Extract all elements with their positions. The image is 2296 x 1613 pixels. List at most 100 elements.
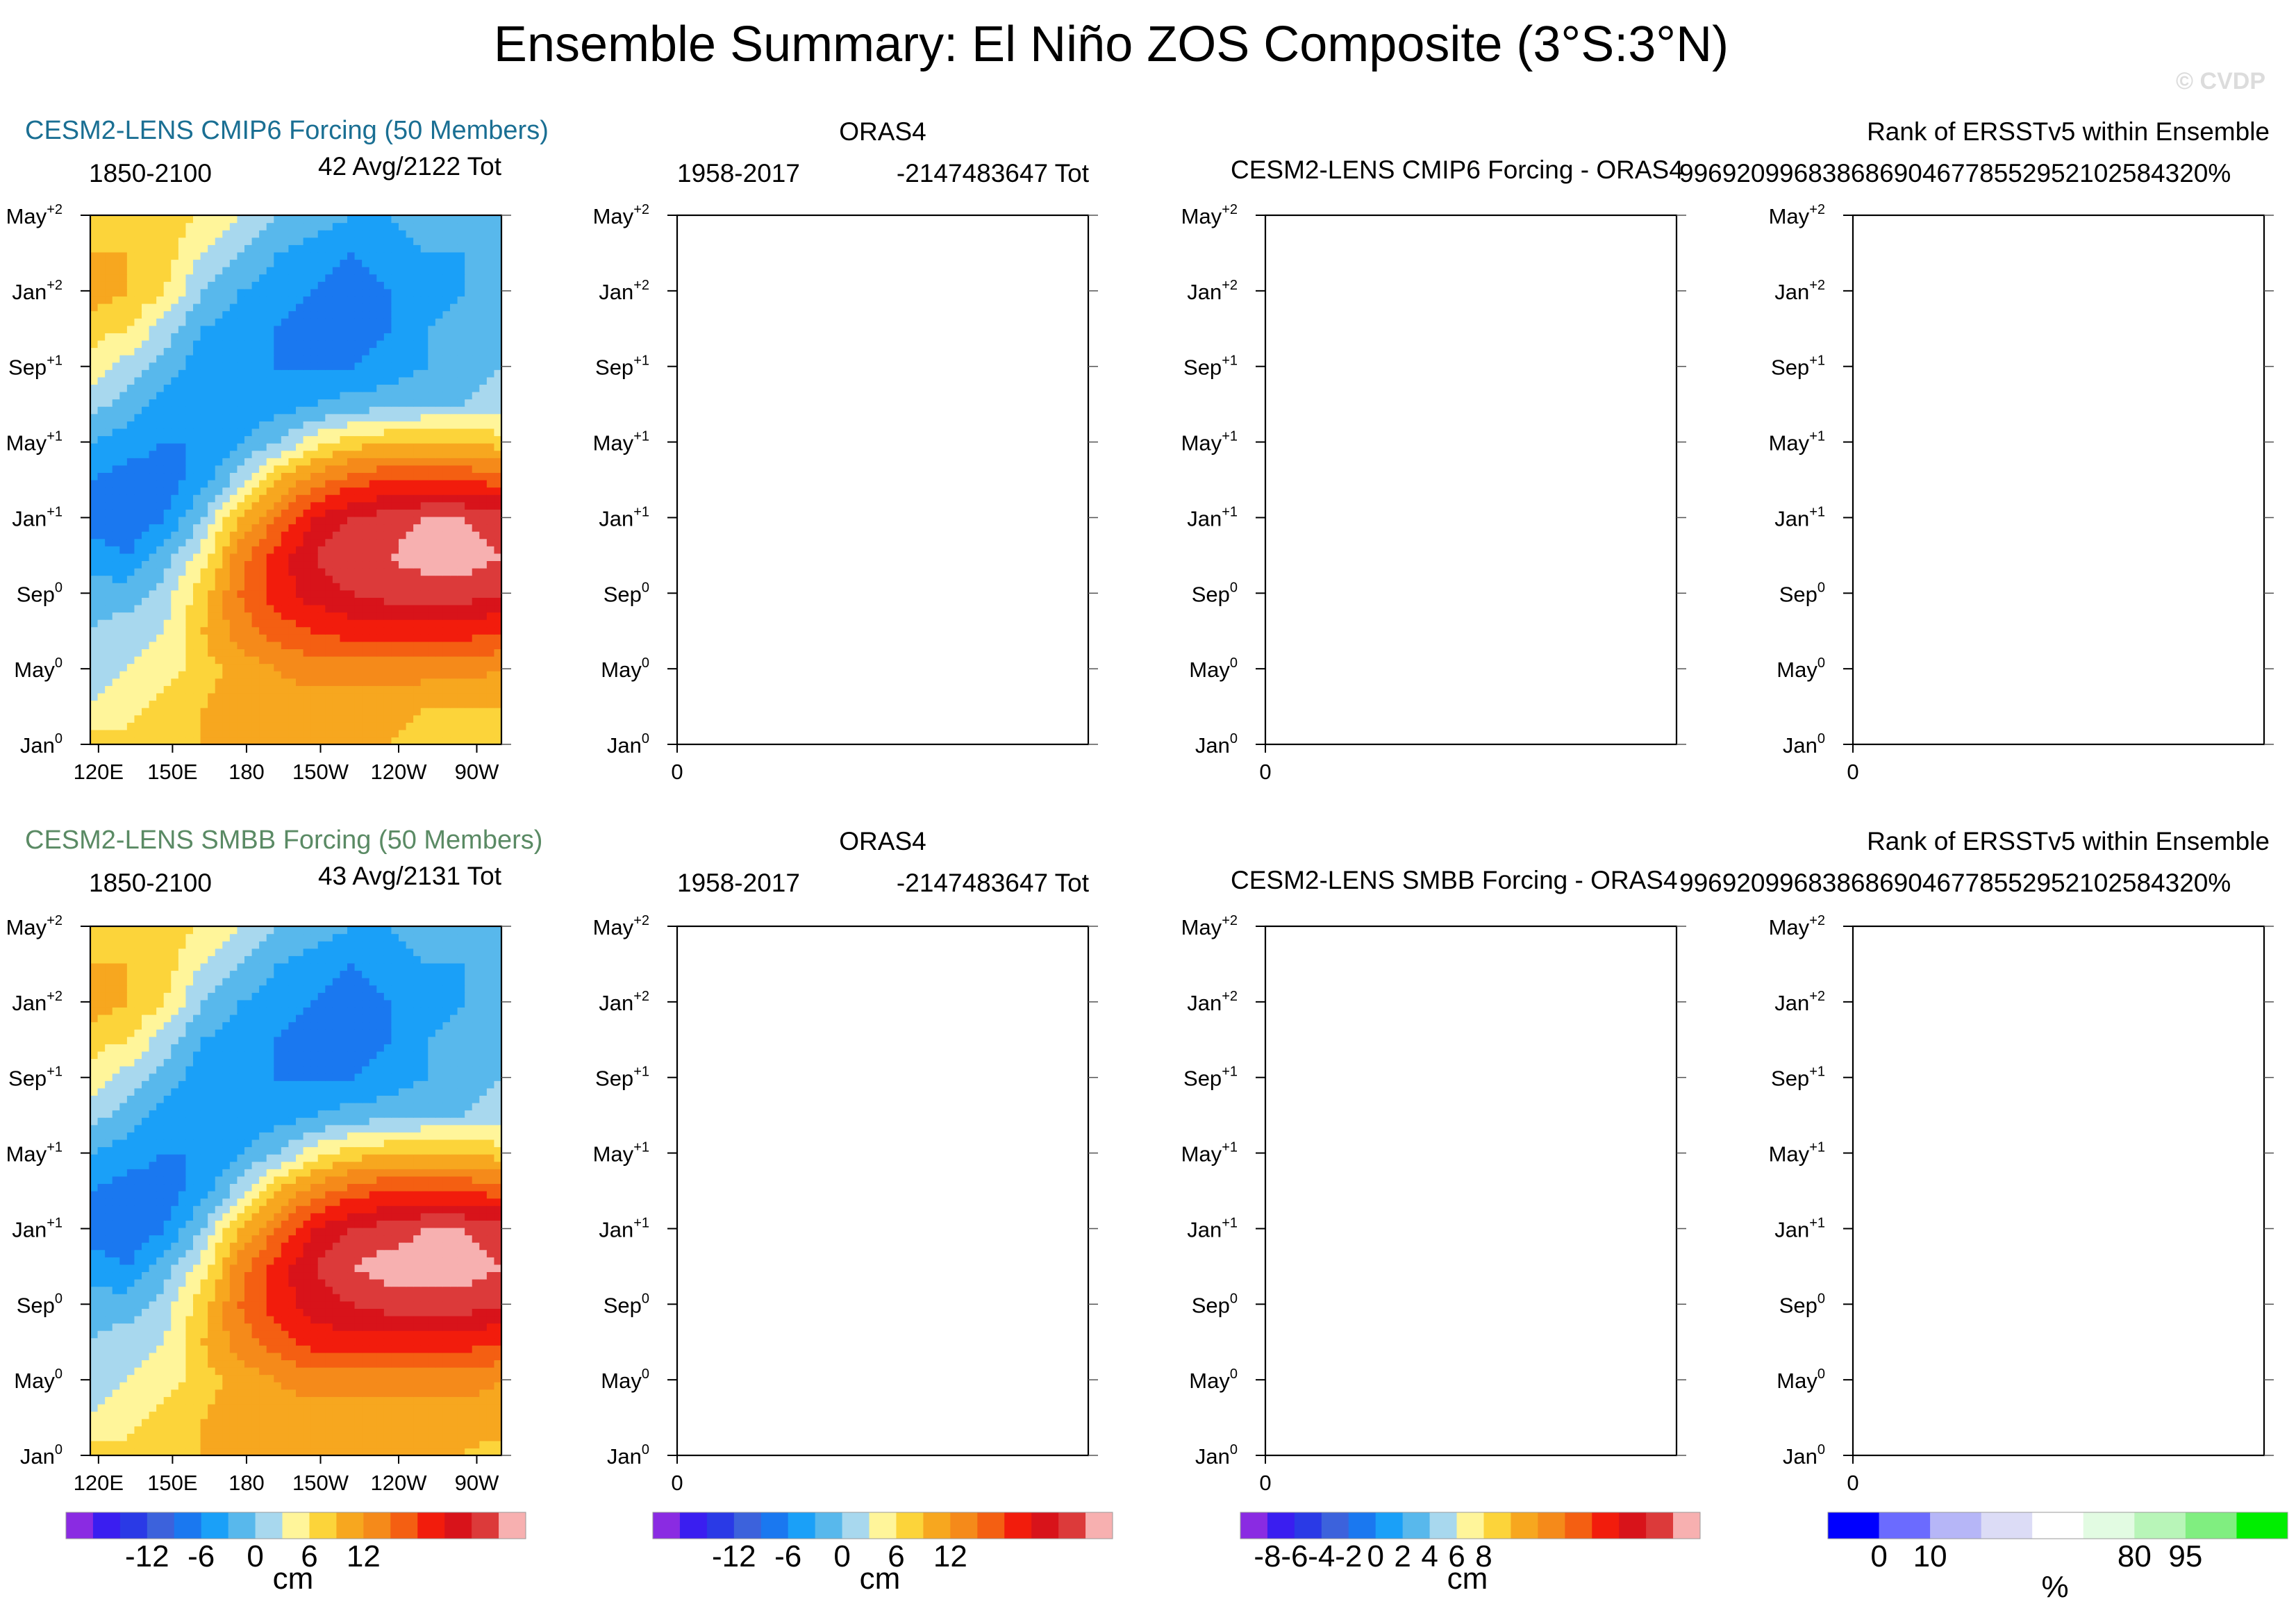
heatmap-cell bbox=[288, 230, 297, 238]
heatmap-cell bbox=[310, 362, 319, 370]
heatmap-cell bbox=[465, 663, 473, 671]
heatmap-cell bbox=[281, 612, 290, 620]
heatmap-cell bbox=[142, 1426, 150, 1434]
heatmap-cell bbox=[274, 472, 282, 480]
heatmap-cell bbox=[465, 604, 473, 613]
heatmap-cell bbox=[156, 553, 165, 562]
heatmap-cell bbox=[472, 1411, 480, 1419]
heatmap-cell bbox=[369, 1433, 377, 1441]
heatmap-cell bbox=[399, 714, 407, 723]
heatmap-cell bbox=[288, 1419, 297, 1427]
heatmap-cell bbox=[413, 1389, 422, 1397]
heatmap-cell bbox=[178, 347, 187, 356]
heatmap-cell bbox=[208, 318, 216, 326]
heatmap-cell bbox=[435, 494, 444, 503]
heatmap-cell bbox=[406, 347, 414, 356]
heatmap-cell bbox=[420, 575, 429, 583]
heatmap-cell bbox=[126, 376, 135, 385]
heatmap-cell bbox=[134, 1419, 142, 1427]
heatmap-cell bbox=[259, 259, 267, 267]
y-tick-label: May+2 bbox=[1769, 202, 1825, 228]
heatmap-cell bbox=[303, 458, 311, 466]
heatmap-cell bbox=[112, 303, 120, 312]
heatmap-cell bbox=[428, 333, 436, 341]
heatmap-cell bbox=[479, 1448, 488, 1456]
heatmap-cell bbox=[251, 1382, 260, 1390]
heatmap-cell bbox=[494, 259, 502, 267]
heatmap-cell bbox=[274, 384, 282, 392]
heatmap-cell bbox=[465, 230, 473, 238]
heatmap-cell bbox=[457, 1360, 465, 1368]
heatmap-cell bbox=[457, 708, 465, 716]
heatmap-cell bbox=[472, 590, 480, 598]
heatmap-cell bbox=[369, 649, 377, 657]
heatmap-cell bbox=[97, 634, 106, 642]
heatmap-cell bbox=[97, 362, 106, 370]
heatmap-cell bbox=[420, 671, 429, 679]
heatmap-cell bbox=[281, 729, 290, 738]
heatmap-cell bbox=[156, 1345, 165, 1353]
heatmap-cell bbox=[97, 222, 106, 231]
heatmap-cell bbox=[420, 392, 429, 400]
heatmap-cell bbox=[90, 531, 99, 540]
heatmap-cell bbox=[215, 685, 223, 694]
heatmap-cell bbox=[347, 1426, 356, 1434]
heatmap-cell bbox=[156, 1448, 165, 1456]
heatmap-cell bbox=[178, 376, 187, 385]
heatmap-cell bbox=[156, 1389, 165, 1397]
heatmap-cell bbox=[310, 604, 319, 613]
heatmap-cell bbox=[376, 722, 385, 730]
heatmap-cell bbox=[420, 399, 429, 407]
heatmap-cell bbox=[215, 465, 223, 474]
heatmap-cell bbox=[208, 347, 216, 356]
heatmap-cell bbox=[472, 634, 480, 642]
heatmap-cell bbox=[340, 274, 348, 282]
heatmap-cell bbox=[310, 1352, 319, 1361]
heatmap-cell bbox=[178, 619, 187, 628]
heatmap-cell bbox=[244, 531, 253, 540]
heatmap-cell bbox=[105, 575, 113, 583]
heatmap-cell bbox=[383, 340, 392, 349]
heatmap-cell bbox=[237, 399, 245, 407]
heatmap-cell bbox=[428, 318, 436, 326]
heatmap-cell bbox=[479, 318, 488, 326]
heatmap-cell bbox=[149, 399, 157, 407]
heatmap-cell bbox=[134, 729, 142, 738]
heatmap-cell bbox=[215, 369, 223, 378]
heatmap-cell bbox=[457, 494, 465, 503]
heatmap-cell bbox=[325, 215, 333, 224]
heatmap-cell bbox=[428, 634, 436, 642]
heatmap-cell bbox=[229, 369, 238, 378]
heatmap-cell bbox=[288, 333, 297, 341]
heatmap-cell bbox=[354, 671, 363, 679]
heatmap-cell bbox=[171, 1389, 179, 1397]
heatmap-cell bbox=[112, 590, 120, 598]
heatmap-cell bbox=[251, 1374, 260, 1382]
heatmap-cell bbox=[303, 583, 311, 591]
heatmap-cell bbox=[222, 604, 231, 613]
heatmap-cell bbox=[428, 649, 436, 657]
heatmap-cell bbox=[266, 685, 274, 694]
ensemble-years: 1850-2100 bbox=[89, 159, 212, 187]
heatmap-cell bbox=[303, 1403, 311, 1412]
heatmap-cell bbox=[90, 244, 99, 253]
heatmap-cell bbox=[288, 369, 297, 378]
heatmap-cell bbox=[406, 325, 414, 333]
heatmap-cell bbox=[435, 384, 444, 392]
heatmap-cell bbox=[105, 1352, 113, 1361]
heatmap-cell bbox=[237, 362, 245, 370]
heatmap-cell bbox=[97, 612, 106, 620]
heatmap-cell bbox=[340, 1426, 348, 1434]
heatmap-cell bbox=[354, 480, 363, 488]
heatmap-cell bbox=[251, 597, 260, 605]
heatmap-cell bbox=[465, 708, 473, 716]
heatmap-cell bbox=[90, 597, 99, 605]
heatmap-cell bbox=[362, 538, 370, 546]
heatmap-cell bbox=[237, 597, 245, 605]
heatmap-cell bbox=[200, 1352, 208, 1361]
heatmap-cell bbox=[208, 413, 216, 421]
heatmap-cell bbox=[90, 251, 99, 260]
heatmap-cell bbox=[413, 237, 422, 245]
heatmap-cell bbox=[317, 274, 326, 282]
